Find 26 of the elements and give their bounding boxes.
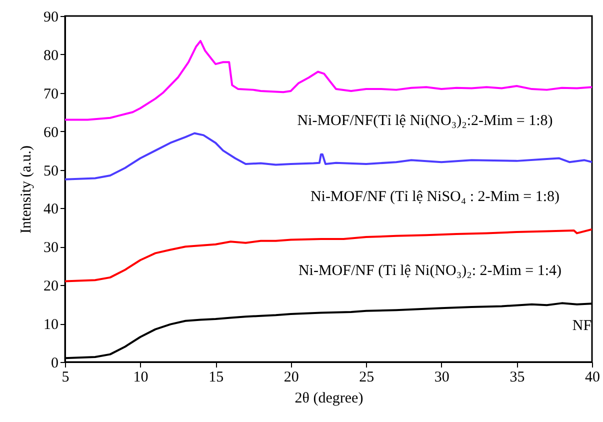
x-tick-label: 25 [359, 370, 374, 386]
y-tick-label: 0 [51, 356, 58, 372]
y-tick-label: 60 [44, 124, 58, 141]
y-tick-label: 90 [44, 10, 58, 26]
series-label: NF [572, 318, 592, 334]
series-label: Ni-MOF/NF(Tỉ lệ Ni(NO₃)₂:2-Mim = 1:8) [297, 113, 553, 129]
x-tick-label: 5 [62, 370, 70, 386]
line-series [65, 132, 592, 180]
x-tick-label: 35 [510, 370, 525, 386]
x-tick-label: 15 [208, 370, 224, 386]
line-series [65, 228, 592, 282]
x-tick-label: 20 [284, 370, 299, 386]
y-tick-label: 50 [44, 163, 58, 180]
x-tick-label: 30 [434, 370, 450, 386]
y-tick-label: 10 [44, 317, 58, 334]
y-tick-label: 40 [44, 202, 58, 218]
x-axis-title: 2θ (degree) [294, 390, 364, 406]
series-label: Ni-MOF/NF (Tỉ lệ Ni(NO₃)₂: 2-Mim = 1:4) [298, 263, 562, 279]
y-tick-label: 20 [44, 278, 58, 295]
y-tick-label: 30 [44, 240, 58, 256]
y-tick-label: 70 [44, 86, 58, 102]
y-axis-title: Intensity (a.u.) [18, 146, 34, 234]
y-tick-label: 80 [44, 48, 58, 64]
series-label: Ni-MOF/NF (Tỉ lệ NiSO₄ : 2-Mim = 1:8) [310, 189, 560, 205]
x-tick-label: 10 [133, 370, 148, 386]
x-tick-label: 40 [585, 370, 600, 386]
